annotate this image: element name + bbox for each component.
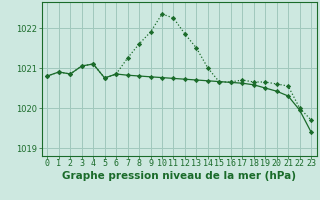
X-axis label: Graphe pression niveau de la mer (hPa): Graphe pression niveau de la mer (hPa) bbox=[62, 171, 296, 181]
